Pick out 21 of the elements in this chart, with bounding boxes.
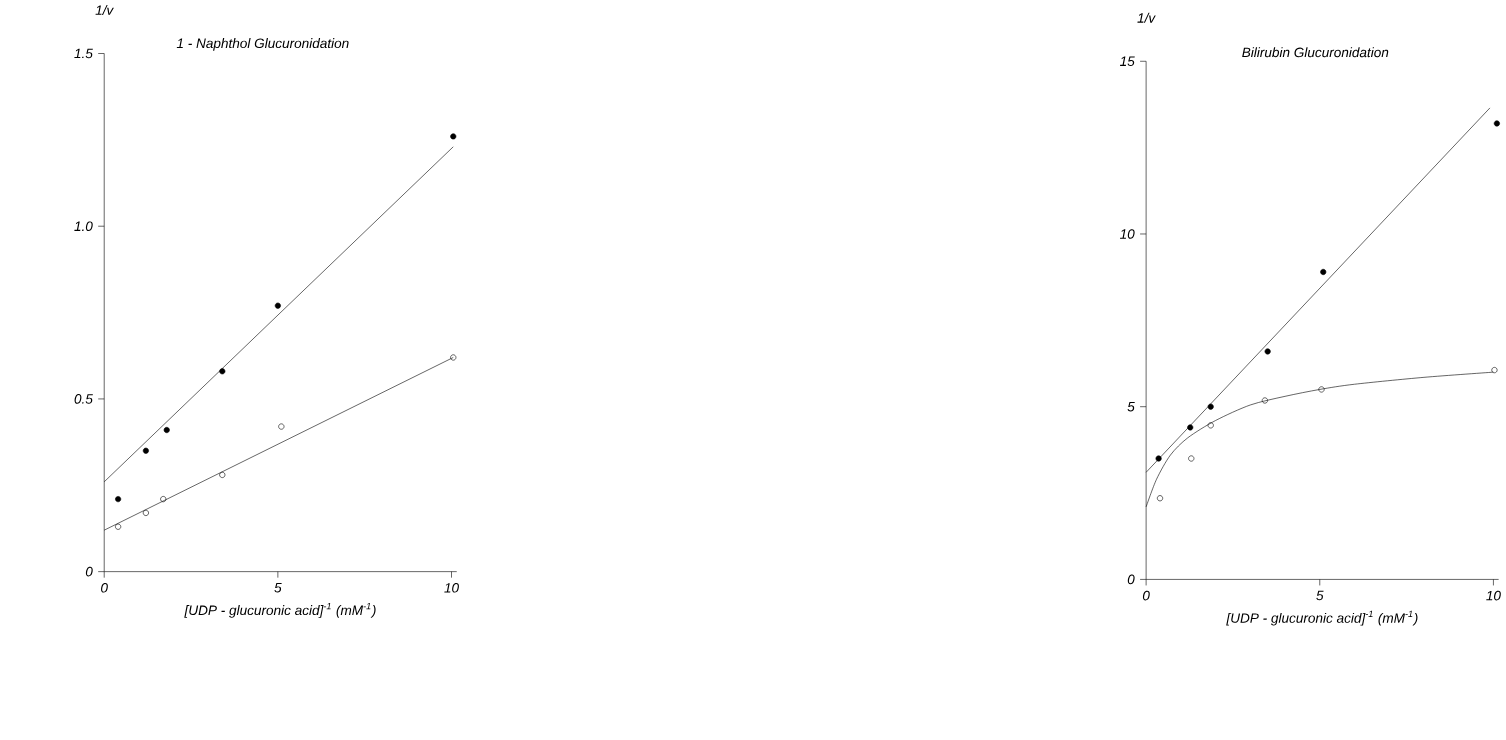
point <box>1320 268 1327 275</box>
point <box>1318 386 1325 393</box>
point <box>163 427 170 434</box>
point <box>142 509 149 516</box>
point <box>115 496 122 503</box>
point <box>142 447 149 454</box>
point <box>1187 424 1194 431</box>
point <box>1188 455 1195 462</box>
point <box>1207 403 1214 410</box>
point <box>450 133 457 140</box>
point <box>1156 495 1164 502</box>
point <box>278 423 285 430</box>
point <box>274 302 281 309</box>
point <box>1264 348 1271 355</box>
point <box>1261 397 1268 404</box>
point <box>219 471 226 478</box>
point <box>115 523 122 530</box>
point <box>1155 455 1162 462</box>
point <box>1207 422 1214 429</box>
point <box>219 368 226 375</box>
point <box>160 496 167 503</box>
